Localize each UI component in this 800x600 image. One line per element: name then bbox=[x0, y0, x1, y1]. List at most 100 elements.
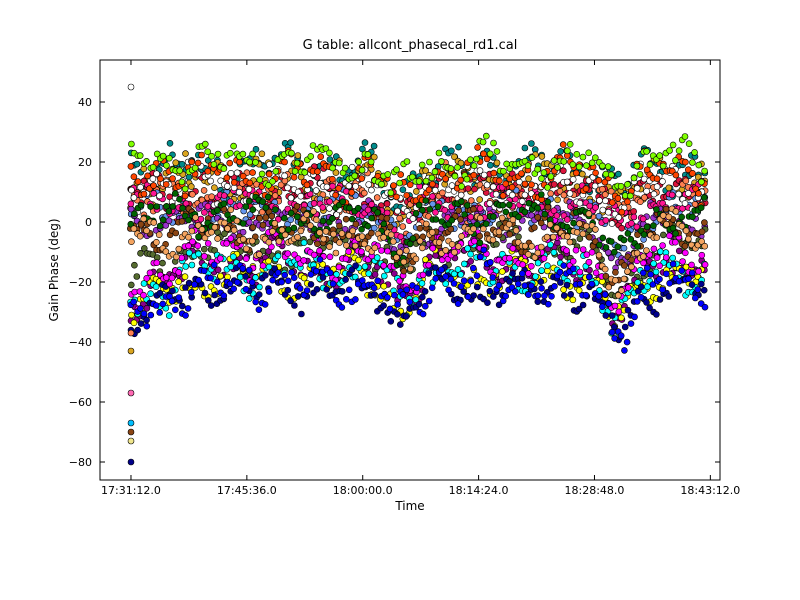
data-point bbox=[464, 185, 472, 192]
data-point bbox=[303, 287, 311, 294]
data-point bbox=[678, 222, 686, 230]
data-point bbox=[521, 282, 529, 289]
data-point bbox=[178, 161, 186, 168]
data-point bbox=[425, 270, 433, 277]
data-point bbox=[672, 230, 679, 237]
data-point bbox=[277, 181, 285, 189]
data-point bbox=[556, 268, 564, 276]
data-point bbox=[550, 181, 558, 188]
data-point bbox=[521, 144, 529, 152]
data-point bbox=[698, 251, 706, 259]
data-point bbox=[564, 233, 571, 240]
data-point bbox=[326, 253, 334, 261]
data-point bbox=[437, 158, 445, 165]
data-point bbox=[378, 214, 385, 221]
data-point bbox=[227, 198, 234, 205]
data-point bbox=[348, 163, 356, 171]
data-point bbox=[256, 283, 263, 291]
data-point bbox=[608, 312, 616, 319]
data-point bbox=[407, 265, 414, 273]
data-point bbox=[173, 253, 180, 261]
data-point bbox=[422, 177, 430, 185]
data-point bbox=[317, 153, 325, 160]
data-point bbox=[258, 208, 266, 216]
data-point bbox=[143, 316, 150, 324]
data-point bbox=[537, 243, 545, 251]
data-point bbox=[689, 213, 696, 221]
data-point bbox=[352, 296, 359, 303]
data-point bbox=[582, 185, 590, 192]
data-point bbox=[636, 198, 644, 205]
data-point bbox=[230, 226, 238, 234]
data-point bbox=[469, 264, 477, 272]
data-point bbox=[140, 291, 147, 299]
data-point bbox=[300, 274, 308, 282]
data-point bbox=[659, 242, 666, 249]
data-point bbox=[351, 273, 359, 281]
data-point bbox=[691, 294, 699, 302]
data-point bbox=[643, 223, 651, 231]
data-point bbox=[256, 176, 264, 183]
data-point bbox=[569, 265, 577, 273]
data-point bbox=[200, 187, 208, 194]
data-point bbox=[682, 177, 690, 185]
data-point bbox=[595, 177, 603, 184]
data-point bbox=[563, 247, 570, 254]
data-point bbox=[272, 206, 279, 213]
data-point bbox=[560, 292, 568, 299]
data-point bbox=[508, 191, 516, 199]
data-point bbox=[406, 181, 414, 188]
data-point bbox=[647, 271, 655, 278]
data-point bbox=[335, 263, 343, 271]
data-point bbox=[463, 202, 471, 209]
data-point bbox=[288, 268, 295, 276]
data-point bbox=[261, 301, 269, 308]
data-point bbox=[649, 281, 657, 288]
data-point bbox=[682, 227, 690, 234]
data-point bbox=[650, 222, 657, 229]
data-point bbox=[544, 262, 551, 270]
data-point bbox=[698, 178, 705, 186]
data-point bbox=[646, 161, 654, 168]
data-point bbox=[464, 293, 472, 301]
data-point bbox=[371, 244, 379, 252]
data-point bbox=[514, 280, 522, 288]
data-point bbox=[541, 292, 548, 300]
data-point bbox=[137, 221, 145, 228]
data-point bbox=[614, 291, 622, 299]
data-point bbox=[605, 300, 613, 307]
data-point bbox=[150, 219, 158, 226]
data-point bbox=[370, 224, 378, 232]
data-point bbox=[252, 159, 259, 166]
data-point bbox=[671, 238, 679, 246]
data-point bbox=[291, 168, 299, 175]
data-point bbox=[284, 277, 292, 285]
data-point bbox=[191, 281, 198, 288]
y-tick-label: −20 bbox=[69, 276, 92, 289]
data-point bbox=[473, 221, 481, 228]
data-point bbox=[221, 219, 228, 227]
data-point bbox=[528, 154, 536, 161]
data-point bbox=[425, 186, 433, 194]
data-point bbox=[659, 231, 667, 239]
data-point bbox=[534, 214, 542, 221]
data-point bbox=[271, 192, 279, 199]
data-point bbox=[701, 219, 708, 226]
data-point bbox=[137, 183, 144, 191]
data-point bbox=[201, 245, 208, 253]
data-point bbox=[287, 139, 295, 146]
data-point bbox=[457, 191, 465, 199]
data-point bbox=[274, 269, 282, 276]
data-point bbox=[188, 183, 195, 190]
data-point bbox=[418, 280, 426, 287]
data-point bbox=[601, 178, 609, 186]
data-point bbox=[224, 225, 231, 232]
data-point bbox=[400, 267, 408, 275]
data-point bbox=[628, 220, 635, 227]
data-point bbox=[133, 273, 141, 280]
data-point bbox=[509, 216, 517, 223]
data-point bbox=[297, 227, 305, 235]
data-point bbox=[602, 272, 610, 280]
data-point bbox=[493, 159, 501, 167]
data-point bbox=[499, 192, 507, 199]
